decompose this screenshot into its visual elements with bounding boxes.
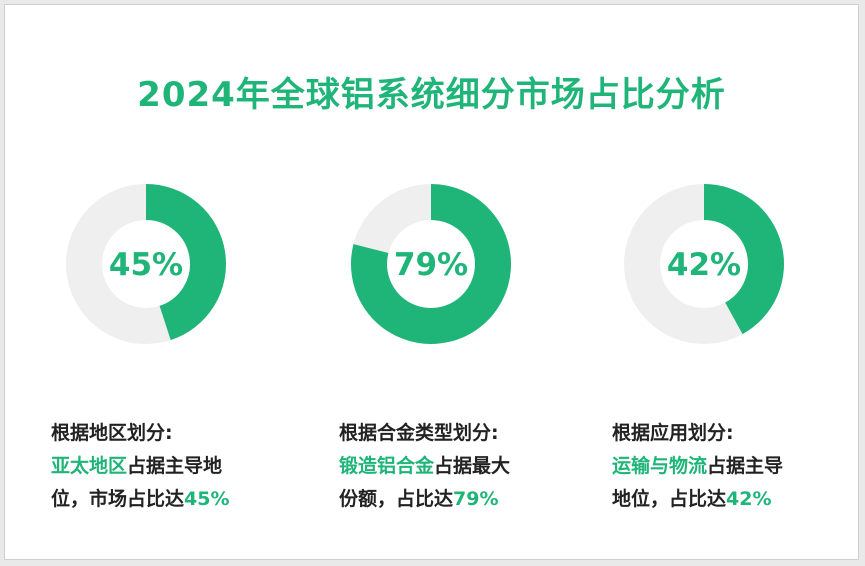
donut-svg-region: 45% (66, 184, 226, 344)
donut-chart-alloy: 79% (346, 179, 516, 349)
caption-text: 占据主导地 (127, 455, 223, 477)
caption-line: 份额，占比达79% (339, 483, 569, 516)
donut-svg-application: 42% (624, 184, 784, 344)
caption-value: 79% (453, 488, 499, 510)
caption-line: 亚太地区占据主导地 (51, 450, 281, 483)
caption-highlight: 亚太地区 (51, 455, 128, 477)
caption-heading: 根据地区划分: (51, 422, 173, 444)
infographic-card: 2024年全球铝系统细分市场占比分析 45% 79% 42% 根据地区划分: 亚… (4, 4, 859, 560)
caption-highlight: 运输与物流 (612, 455, 708, 477)
page-title: 2024年全球铝系统细分市场占比分析 (137, 75, 726, 115)
donut-slice-primary (351, 184, 511, 344)
donut-center-label: 79% (394, 247, 468, 283)
caption-text: 份额，占比达 (339, 488, 454, 510)
donut-slice-primary (145, 184, 226, 341)
caption-line: 位，市场占比达45% (51, 483, 281, 516)
donut-chart-region: 45% (61, 179, 231, 349)
donut-slice-primary (703, 184, 784, 335)
caption-text: 位，市场占比达 (51, 488, 185, 510)
caption-application: 根据应用划分: 运输与物流占据主导 地位，占比达42% (612, 417, 842, 516)
donut-center-label: 45% (109, 247, 183, 283)
caption-text: 占据最大 (434, 455, 511, 477)
caption-line: 锻造铝合金占据最大 (339, 450, 569, 483)
caption-line: 运输与物流占据主导 (612, 450, 842, 483)
caption-line: 地位，占比达42% (612, 483, 842, 516)
donut-center-label: 42% (667, 247, 741, 283)
caption-heading: 根据应用划分: (612, 422, 734, 444)
caption-alloy: 根据合金类型划分: 锻造铝合金占据最大 份额，占比达79% (339, 417, 569, 516)
caption-highlight: 锻造铝合金 (339, 455, 435, 477)
caption-value: 45% (184, 488, 230, 510)
donut-svg-alloy: 79% (351, 184, 511, 344)
caption-text: 占据主导 (707, 455, 784, 477)
caption-region: 根据地区划分: 亚太地区占据主导地 位，市场占比达45% (51, 417, 281, 516)
caption-value: 42% (726, 488, 772, 510)
donut-chart-application: 42% (619, 179, 789, 349)
caption-text: 地位，占比达 (612, 488, 727, 510)
caption-heading: 根据合金类型划分: (339, 422, 499, 444)
